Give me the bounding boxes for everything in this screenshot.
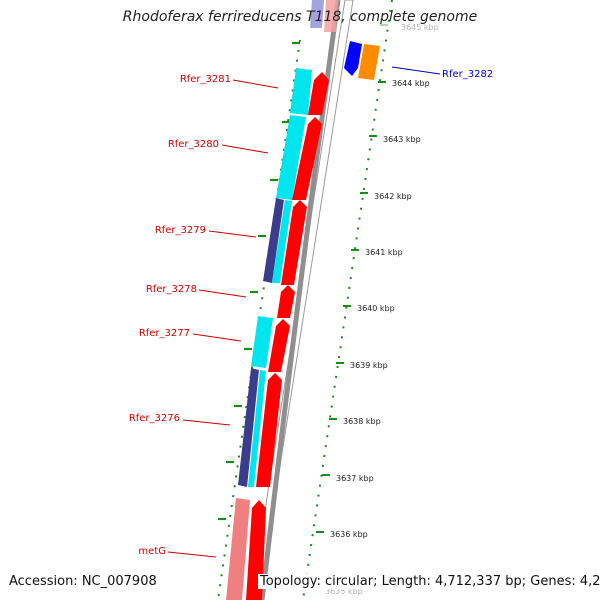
tick-label: 3643 kbp [383,135,421,144]
tick-3640-kbp: 3640 kbp [343,304,395,313]
gene-faded-blue [310,0,324,28]
gene-labels: Rfer_3282 Rfer_3281 Rfer_3280 Rfer_3279 … [129,66,493,558]
tick-label: 3639 kbp [350,361,388,370]
tick-3642-kbp: 3642 kbp [360,192,412,201]
gene-rfer-3278-red [277,285,295,318]
label-text: Rfer_3278 [146,284,197,295]
gene-rfer-3281-cyan [290,68,312,115]
label-rfer-3280[interactable]: Rfer_3280 [168,139,269,154]
label-text: Rfer_3279 [155,225,206,236]
accession-text: Accession: NC_007908 [9,574,157,589]
tick-label: 3645 kbp [401,23,439,32]
tick-3636-kbp: 3636 kbp [316,530,368,539]
topology-text: Topology: circular; Length: 4,712,337 bp… [258,574,600,589]
gene-rfer-3279-cyan [272,200,292,283]
label-rfer-3282[interactable]: Rfer_3282 [391,66,493,80]
tick-label: 3642 kbp [374,192,412,201]
tick-3641-kbp: 3641 kbp [351,248,403,257]
label-metg[interactable]: metG [138,546,217,558]
gene-rfer-3282-blue [344,41,362,76]
genome-title: Rhodoferax ferrireducens T118, complete … [122,9,478,25]
tick-3644-kbp: 3644 kbp [378,79,430,88]
tick-3645-kbp: 3645 kbp [380,23,439,32]
gene-rfer-3281-red [308,72,329,115]
gene-rfer-3280-cyan [276,115,306,200]
gene-rfer-3280-red [292,117,322,200]
gene-metg-pink [226,498,250,600]
tick-label: 3644 kbp [392,79,430,88]
label-rfer-3277[interactable]: Rfer_3277 [139,328,242,342]
inner-tick-marks [218,41,300,521]
tick-label: 3641 kbp [365,248,403,257]
gene-rfer-3276-red [256,373,282,487]
label-rfer-3276[interactable]: Rfer_3276 [129,413,231,426]
gene-rfer-3279-navy [263,198,284,283]
dotted-track-guides [217,0,393,601]
gene-rfer-3277-cyan [251,316,273,368]
tick-label: 3635 kbp [325,587,363,596]
label-rfer-3279[interactable]: Rfer_3279 [155,225,257,238]
tick-label: 3638 kbp [343,417,381,426]
label-rfer-3281[interactable]: Rfer_3281 [180,74,279,89]
scale-ticks: 3645 kbp 3644 kbp 3643 kbp 3642 kbp 3641… [311,23,439,596]
tick-3639-kbp: 3639 kbp [336,361,388,370]
label-text: Rfer_3282 [442,69,493,80]
tick-label: 3640 kbp [357,304,395,313]
tick-3638-kbp: 3638 kbp [329,417,381,426]
gene-features [226,0,380,600]
gene-rfer-3277-red [268,319,290,372]
label-text: Rfer_3280 [168,139,219,150]
label-text: metG [138,546,166,557]
gene-faded-red [324,0,338,32]
tick-label: 3637 kbp [336,474,374,483]
gene-rfer-3279-red [281,200,307,285]
gene-rfer-3276-cyan [248,370,266,487]
label-text: Rfer_3277 [139,328,190,339]
label-rfer-3278[interactable]: Rfer_3278 [146,284,247,298]
gene-rfer-3282-orange [358,44,380,80]
tick-3643-kbp: 3643 kbp [369,135,421,144]
tick-3637-kbp: 3637 kbp [322,474,374,483]
tick-label: 3636 kbp [330,530,368,539]
gene-rfer-3276-navy [238,368,259,487]
label-text: Rfer_3276 [129,413,180,424]
label-text: Rfer_3281 [180,74,231,85]
